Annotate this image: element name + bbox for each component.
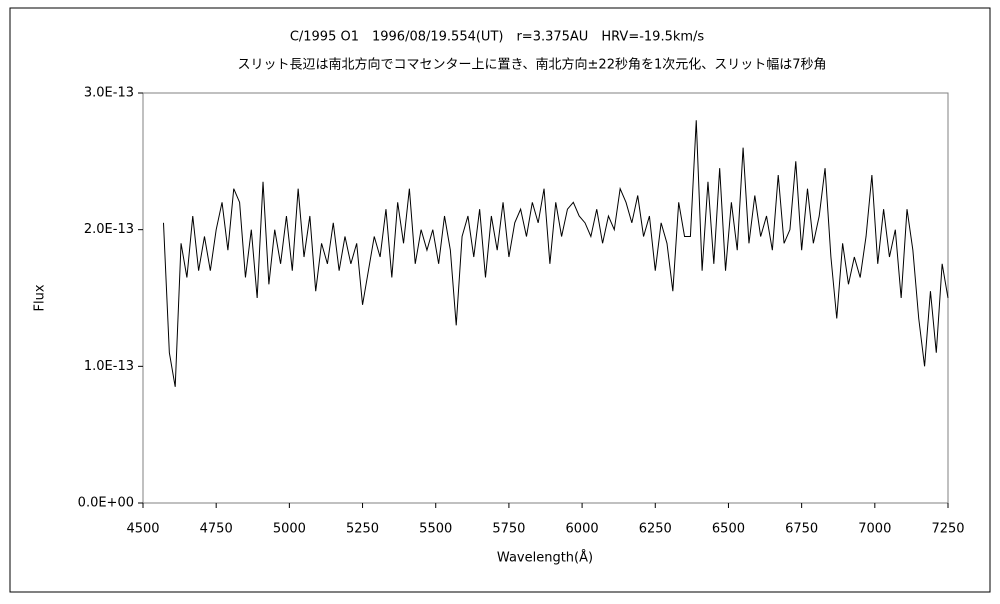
y-tick-label: 0.0E+00 (78, 496, 134, 511)
x-tick-label: 6000 (566, 522, 599, 537)
x-axis-label: Wavelength(Å) (497, 550, 593, 566)
x-tick-label: 6750 (785, 522, 818, 537)
x-tick-label: 5000 (273, 522, 306, 537)
chart-title: C/1995 O1 1996/08/19.554(UT) r=3.375AU H… (290, 30, 705, 45)
x-tick-label: 6250 (639, 522, 672, 537)
x-tick-label: 6500 (712, 522, 745, 537)
y-tick-label: 1.0E-13 (84, 359, 134, 374)
x-tick-label: 4500 (126, 522, 159, 537)
x-tick-label: 5250 (346, 522, 379, 537)
x-tick-label: 7250 (931, 522, 964, 537)
plot-area (142, 92, 949, 504)
x-tick-label: 7000 (858, 522, 891, 537)
x-tick-label: 5750 (492, 522, 525, 537)
x-tick-label: 4750 (200, 522, 233, 537)
chart-subtitle: スリット長辺は南北方向でコマセンター上に置き、南北方向±22秒角を1次元化、スリ… (237, 57, 826, 73)
y-axis-label: Flux (33, 284, 48, 311)
x-tick-label: 5500 (419, 522, 452, 537)
spectrum-line (162, 120, 949, 387)
y-tick-label: 2.0E-13 (84, 222, 134, 237)
y-tick-label: 3.0E-13 (84, 86, 134, 101)
